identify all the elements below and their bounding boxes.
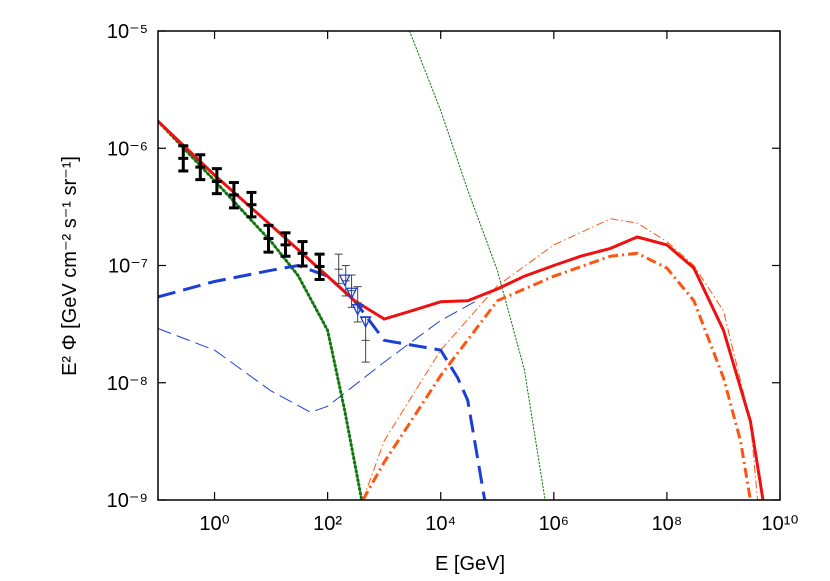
series-line [409, 31, 546, 500]
x-tick-label: 10⁰ [199, 513, 229, 535]
series-line [158, 119, 364, 500]
upper-limit [338, 274, 351, 287]
x-tick-label: 10² [313, 513, 342, 535]
y-tick-label: 10⁻⁸ [107, 373, 148, 395]
upper-limit [359, 316, 372, 329]
series-line [361, 251, 752, 500]
x-tick-label: 10⁴ [425, 513, 456, 535]
x-tick-label: 10⁶ [539, 513, 569, 535]
y-tick-label: 10⁻⁹ [107, 490, 148, 512]
x-tick-label: 10¹⁰ [762, 513, 799, 535]
series-line [362, 218, 758, 500]
y-tick-label: 10⁻⁶ [107, 138, 148, 160]
series-line [158, 263, 487, 500]
series-line [158, 120, 765, 500]
upper-limit [345, 287, 358, 300]
plot-area [158, 31, 765, 500]
x-axis-label: E [GeV] [435, 553, 505, 575]
y-tick-label: 10⁻⁵ [107, 21, 148, 43]
upper-limit [351, 304, 364, 317]
series-line [158, 298, 481, 413]
x-tick-label: 10⁸ [652, 513, 683, 535]
y-axis-label: E² Φ [GeV cm⁻² s⁻¹ sr⁻¹] [59, 156, 81, 376]
y-tick-label: 10⁻⁷ [108, 256, 148, 278]
plot-frame [157, 30, 781, 501]
